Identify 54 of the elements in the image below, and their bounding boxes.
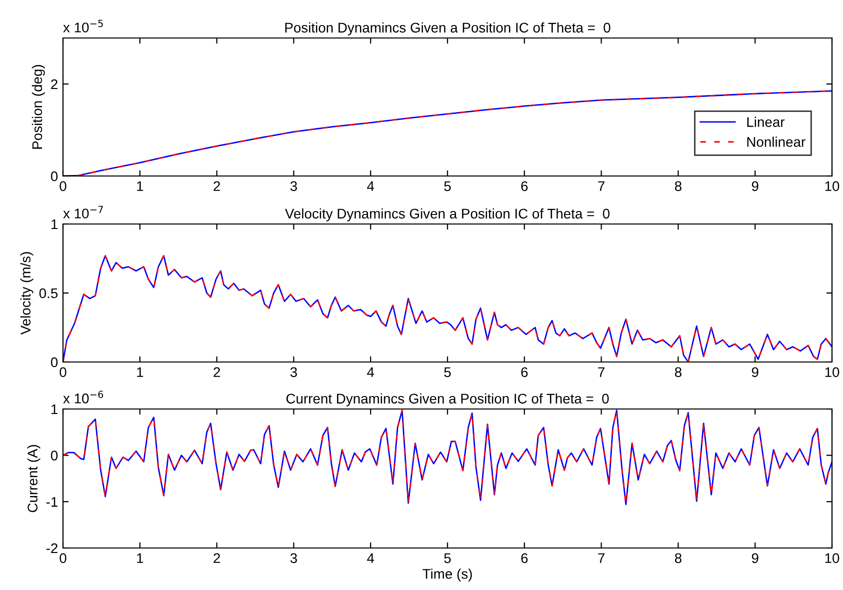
x-axis-title: Time (s) <box>422 568 472 582</box>
y-tick-label: -2 <box>46 543 58 554</box>
x-tick-label: 9 <box>752 553 758 564</box>
y-axis-title: Velocity (m/s) <box>20 252 34 335</box>
text: x 10$^{−5}$ <box>63 20 103 32</box>
x-tick-label: 10 <box>825 181 840 192</box>
legend-label: Linear <box>747 116 785 127</box>
y-tick-label: 0.5 <box>39 288 58 298</box>
x-tick-label: 2 <box>214 553 220 563</box>
x-tick-label: 2 <box>214 181 220 191</box>
x-tick-label: 5 <box>444 367 451 378</box>
x-tick-label: 4 <box>367 553 374 563</box>
text: x 10$^{−6}$ <box>63 390 104 404</box>
legend-label: Nonlinear <box>747 136 806 147</box>
x-tick-label: 0 <box>60 553 66 564</box>
chart-title: Velocity Dynamincs Given a Position IC of Theta = 0 <box>284 208 610 222</box>
x-tick-label: 8 <box>674 181 682 192</box>
y-tick-label: 0 <box>50 357 58 368</box>
x-tick-label: 1 <box>137 553 144 563</box>
x-tick-label: 6 <box>521 367 528 378</box>
x-tick-label: 4 <box>367 181 374 191</box>
y-tick-label: -1 <box>46 497 58 507</box>
x-tick-label: 0 <box>60 367 66 378</box>
x-tick-label: 8 <box>674 367 682 378</box>
x-tick-label: 0 <box>60 181 66 192</box>
chart-title: Position Dynamincs Given a Position IC of Theta = 0 <box>285 22 610 36</box>
x-tick-label: 8 <box>674 553 682 564</box>
x-tick-label: 1 <box>137 181 144 191</box>
x-tick-label: 3 <box>290 553 297 564</box>
x-tick-label: 7 <box>598 181 604 191</box>
text: x 10$^{−7}$ <box>63 206 103 218</box>
y-tick-label: 1 <box>51 219 58 230</box>
x-tick-label: 2 <box>214 367 220 377</box>
y-tick-label: 1 <box>51 404 58 414</box>
x-tick-label: 10 <box>825 367 840 378</box>
x-tick-label: 6 <box>521 553 528 564</box>
x-tick-label: 7 <box>598 367 604 377</box>
x-tick-label: 1 <box>137 367 144 377</box>
x-tick-label: 5 <box>444 181 451 192</box>
x-tick-label: 3 <box>290 367 297 378</box>
y-tick-label: 2 <box>51 79 58 90</box>
y-tick-label: 0 <box>50 450 58 461</box>
x-tick-label: 6 <box>521 181 528 192</box>
y-axis-title: Current (A) <box>27 445 40 512</box>
y-tick-label: 0 <box>50 171 58 182</box>
x-tick-label: 9 <box>752 181 758 192</box>
chart-title: Current Dynamincs Given a Position IC of Theta = 0 <box>286 393 609 406</box>
x-tick-label: 3 <box>290 181 297 192</box>
x-tick-label: 7 <box>598 553 604 563</box>
y-axis-title: Position (deg) <box>32 65 45 149</box>
x-tick-label: 10 <box>825 553 840 564</box>
x-tick-label: 9 <box>752 367 758 378</box>
x-tick-label: 5 <box>444 553 451 564</box>
x-tick-label: 4 <box>367 367 374 377</box>
